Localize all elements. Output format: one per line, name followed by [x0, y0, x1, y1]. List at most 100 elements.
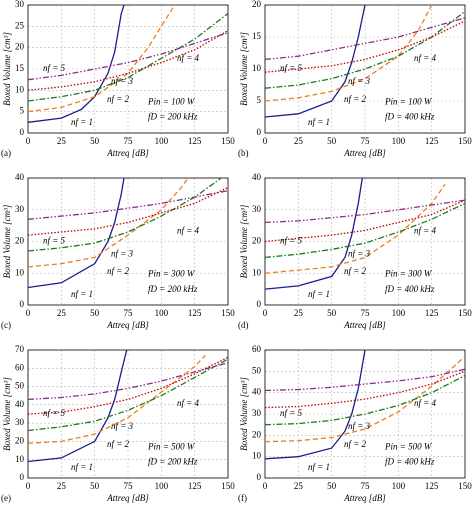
- y-tick-label: 10: [15, 454, 25, 464]
- curve-label: nf = 5: [280, 408, 303, 418]
- series-line: [265, 10, 465, 89]
- x-tick-label: 125: [188, 136, 202, 146]
- x-tick-label: 25: [294, 308, 304, 318]
- annotation: fD = 400 kHz: [385, 112, 435, 122]
- annotation: Pin = 500 W: [384, 441, 433, 451]
- y-axis-label: Boxed Volume [cm³]: [2, 32, 12, 106]
- annotation: fD = 200 kHz: [148, 112, 198, 122]
- annotation: Pin = 300 W: [384, 269, 433, 279]
- x-axis-label: Attreq [dB]: [343, 148, 386, 158]
- panel-label: (e): [1, 493, 11, 503]
- curve-label: nf = 1: [308, 462, 330, 472]
- curve-label: nf = 4: [414, 225, 437, 235]
- annotation: Pin = 100 W: [147, 96, 196, 106]
- curve-label: nf = 2: [344, 266, 367, 276]
- y-tick-label: 10: [252, 451, 262, 461]
- y-tick-label: 60: [252, 344, 262, 354]
- series-line: [28, 362, 228, 401]
- annotation: fD = 200 kHz: [148, 457, 198, 467]
- x-tick-label: 125: [188, 481, 202, 491]
- series-line: [28, 32, 228, 81]
- y-tick-label: 30: [252, 408, 262, 418]
- x-tick-label: 150: [458, 136, 472, 146]
- curve-label: nf = 3: [348, 421, 371, 431]
- y-tick-label: 10: [252, 267, 262, 277]
- curve-label: nf = 4: [414, 398, 437, 408]
- y-tick-label: 40: [15, 172, 25, 182]
- curve-label: nf = 2: [107, 94, 130, 104]
- x-axis-label: Attreq [dB]: [343, 320, 386, 330]
- y-tick-label: 40: [252, 387, 262, 397]
- curve-label: nf = 1: [308, 117, 330, 127]
- curve-label: nf = 3: [111, 248, 134, 258]
- curve-label: nf = 3: [111, 421, 134, 431]
- x-tick-label: 125: [425, 481, 439, 491]
- series-line: [28, 186, 228, 236]
- y-axis-label: Boxed Volume [cm³]: [239, 377, 249, 451]
- y-tick-label: 10: [252, 63, 262, 73]
- curve-label: nf = 3: [348, 248, 371, 258]
- curve-label: nf = 3: [348, 76, 371, 86]
- y-tick-label: 5: [20, 106, 25, 116]
- y-tick-label: 25: [15, 20, 25, 30]
- curve-label: nf = 4: [177, 53, 200, 63]
- curve-label: nf = 1: [71, 289, 93, 299]
- x-tick-label: 25: [57, 308, 67, 318]
- x-tick-label: 50: [90, 481, 100, 491]
- x-tick-label: 75: [124, 481, 134, 491]
- series-line: [28, 178, 125, 289]
- plot-frame: [27, 177, 229, 306]
- y-tick-label: 0: [257, 127, 262, 137]
- series-line: [265, 184, 446, 274]
- series-line: [265, 17, 465, 61]
- series-line: [28, 356, 228, 415]
- panel: 0 25 50 75 100 125 150 0 10 20 30 40 50 60 nf = 1 nf = …: [238, 344, 472, 503]
- panel: 0 25 50 75 100 125 150 0 10 20 30 40 50 60 70 nf = 1 nf …: [1, 344, 235, 503]
- y-tick-label: 0: [20, 299, 25, 309]
- x-tick-label: 150: [221, 308, 235, 318]
- curve-label: nf = 3: [111, 76, 134, 86]
- curve-label: nf = 1: [71, 462, 93, 472]
- series-line: [265, 5, 433, 102]
- x-tick-label: 100: [392, 136, 406, 146]
- x-axis-label: Attreq [dB]: [106, 493, 149, 503]
- curve-label: nf = 4: [177, 398, 200, 408]
- x-tick-label: 0: [263, 136, 268, 146]
- panel-label: (a): [1, 148, 11, 158]
- panel-label: (d): [238, 320, 249, 330]
- x-tick-label: 75: [361, 136, 371, 146]
- series-line: [265, 370, 465, 409]
- y-tick-label: 50: [15, 381, 25, 391]
- x-tick-label: 100: [392, 481, 406, 491]
- x-tick-label: 75: [361, 308, 371, 318]
- y-tick-label: 60: [15, 362, 25, 372]
- curve-label: nf = 1: [71, 117, 93, 127]
- y-tick-label: 15: [252, 31, 262, 41]
- x-tick-label: 0: [263, 308, 268, 318]
- annotation: fD = 400 kHz: [385, 457, 435, 467]
- curve-label: nf = 4: [414, 53, 437, 63]
- y-tick-label: 0: [257, 472, 262, 482]
- y-tick-label: 30: [252, 204, 262, 214]
- x-tick-label: 150: [458, 481, 472, 491]
- series-line: [28, 358, 228, 432]
- curve-label: nf = 2: [107, 439, 130, 449]
- x-tick-label: 75: [124, 308, 134, 318]
- x-tick-label: 50: [90, 308, 100, 318]
- panel: 0 25 50 75 100 125 150 0 5 10 15 20 nf = 1 nf = 2 nf =…: [238, 0, 472, 158]
- x-tick-label: 125: [188, 308, 202, 318]
- x-tick-label: 100: [155, 308, 169, 318]
- series-line: [265, 199, 465, 224]
- curve-label: nf = 5: [280, 236, 303, 246]
- series-line: [28, 5, 125, 123]
- y-tick-label: 50: [252, 365, 262, 375]
- curve-label: nf = 2: [344, 94, 367, 104]
- x-tick-label: 100: [155, 481, 169, 491]
- y-tick-label: 70: [15, 344, 25, 354]
- panel: 0 25 50 75 100 125 150 0 5 10 15 20 25 30 nf = 1 nf = 2…: [1, 0, 235, 158]
- panel-label: (c): [1, 320, 11, 330]
- y-axis-label: Boxed Volume [cm³]: [2, 377, 12, 451]
- annotation: fD = 400 kHz: [385, 284, 435, 294]
- annotation: fD = 200 kHz: [148, 284, 198, 294]
